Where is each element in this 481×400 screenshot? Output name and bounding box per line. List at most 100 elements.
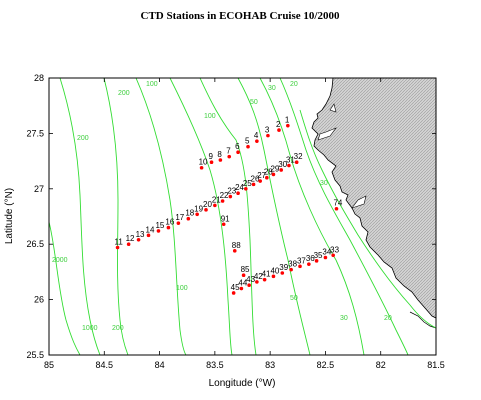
station-marker <box>195 212 199 217</box>
station-label: 1 <box>285 116 290 125</box>
station-label: 85 <box>241 265 250 274</box>
contour-label: 30 <box>320 180 328 187</box>
station-marker <box>231 291 236 295</box>
isobath-100b <box>199 78 257 355</box>
x-tick-label: 83 <box>265 360 275 370</box>
station-marker <box>218 158 223 162</box>
station-marker <box>251 182 256 187</box>
station-label: 32 <box>294 152 303 161</box>
station-marker <box>271 172 276 177</box>
station-marker <box>241 273 246 278</box>
station-marker <box>156 229 161 233</box>
station-marker <box>334 206 339 211</box>
station-marker <box>115 245 120 250</box>
station-label: 33 <box>330 245 339 254</box>
contour-label: 1000 <box>82 325 98 332</box>
x-tick-label: 83.5 <box>206 360 224 370</box>
x-tick-label: 81.5 <box>427 360 445 370</box>
station-marker <box>294 160 299 165</box>
station-marker <box>247 283 251 287</box>
station-label: 88 <box>232 241 241 250</box>
contour-label: 100 <box>204 113 216 120</box>
station-label: 19 <box>194 204 203 213</box>
station-label: 74 <box>333 199 342 208</box>
contour-label: 50 <box>250 99 258 106</box>
station-label: 3 <box>265 126 270 135</box>
station-label: 27 <box>257 171 266 180</box>
station-marker <box>289 267 293 272</box>
station-marker <box>239 286 244 291</box>
isobath-30 <box>259 78 365 355</box>
contour-label: 200 <box>118 90 130 97</box>
station-label: 13 <box>136 230 145 239</box>
station-marker <box>280 271 285 275</box>
station-label: 7 <box>226 147 231 156</box>
station-label: 16 <box>165 218 174 227</box>
station-marker <box>232 249 237 253</box>
station-label: 42 <box>254 272 263 281</box>
contour-label: 50 <box>290 295 298 302</box>
station-label: 44 <box>238 279 247 288</box>
contour-label: 20 <box>384 315 392 322</box>
isobath-200b <box>135 78 187 355</box>
station-marker <box>204 208 208 212</box>
station-marker <box>213 203 217 208</box>
station-marker <box>298 264 302 269</box>
station-label: 38 <box>288 260 297 269</box>
station-label: 5 <box>245 137 250 146</box>
station-marker <box>271 274 276 279</box>
station-marker <box>221 222 226 227</box>
station-label: 4 <box>254 131 259 140</box>
x-axis-label: Longitude (°W) <box>209 378 276 389</box>
station-marker <box>246 144 250 149</box>
station-marker <box>287 163 291 168</box>
isobath-2000 <box>49 221 81 355</box>
station-marker <box>136 237 141 242</box>
y-tick-label: 26 <box>34 295 44 305</box>
station-label: 26 <box>251 174 260 183</box>
station-label: 28 <box>264 168 273 177</box>
florida-keys-coast <box>409 311 436 329</box>
station-marker <box>314 259 319 263</box>
station-marker <box>331 253 335 258</box>
station-marker <box>258 179 262 183</box>
contour-label: 20 <box>290 81 298 88</box>
station-label: 8 <box>217 150 222 159</box>
x-tick-label: 82.5 <box>317 360 335 370</box>
isobath-50 <box>237 78 311 355</box>
station-label: 43 <box>246 275 255 284</box>
x-tick-label: 82 <box>376 360 386 370</box>
station-label: 37 <box>297 256 306 265</box>
station-marker <box>227 154 232 159</box>
station-marker <box>236 191 240 196</box>
y-tick-label: 26.5 <box>26 239 44 249</box>
x-tick-label: 84.5 <box>96 360 114 370</box>
station-label: 18 <box>185 209 194 218</box>
station-label: 36 <box>306 254 315 263</box>
isobath-10 <box>299 109 436 329</box>
contour-label: 200 <box>77 135 89 142</box>
station-marker <box>220 199 225 203</box>
station-label: 21 <box>212 195 221 204</box>
station-marker <box>176 221 181 225</box>
station-label: 31 <box>286 156 295 165</box>
station-label: 23 <box>227 187 236 196</box>
tampa-bay-inlet <box>317 103 337 141</box>
station-marker <box>255 139 259 143</box>
contour-label: 200 <box>112 325 124 332</box>
station-label: 22 <box>220 191 229 200</box>
station-label: 12 <box>126 234 135 243</box>
contour-label: 30 <box>340 315 348 322</box>
station-label: 39 <box>279 263 288 272</box>
station-label: 14 <box>146 225 155 234</box>
station-marker <box>236 150 240 155</box>
station-marker <box>228 194 233 199</box>
station-label: 45 <box>231 283 240 292</box>
isobath-200a <box>103 78 129 355</box>
station-label: 9 <box>209 152 214 161</box>
station-marker <box>146 233 151 238</box>
station-label: 29 <box>270 164 279 173</box>
station-label: 17 <box>175 213 184 222</box>
